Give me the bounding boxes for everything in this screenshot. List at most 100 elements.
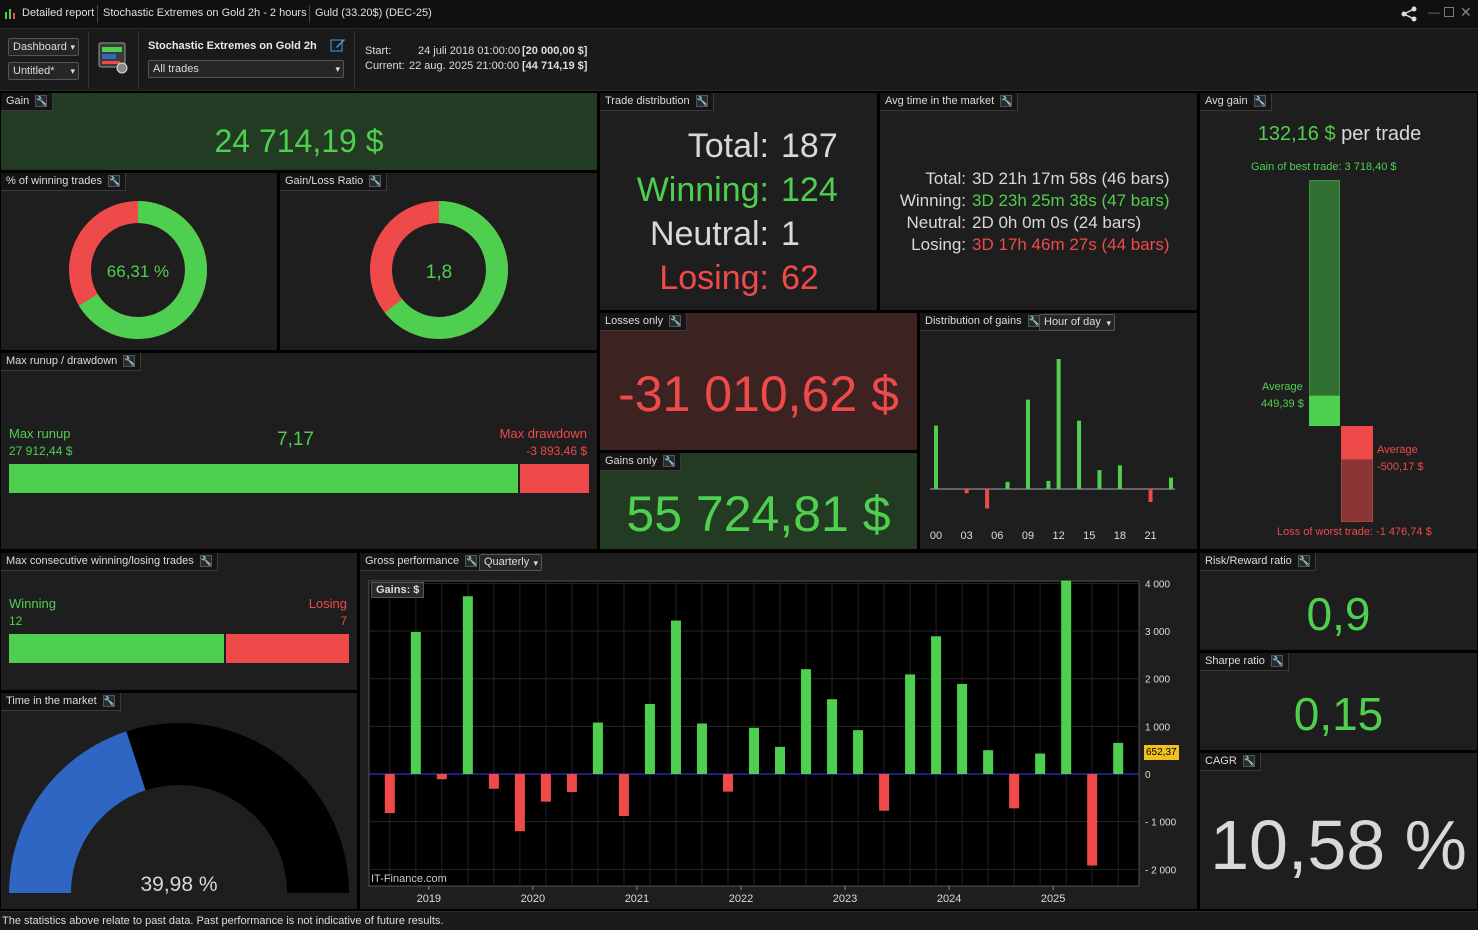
quarter-bar <box>1035 753 1046 775</box>
strategy-tab[interactable]: Stochastic Extremes on Gold 2h - 2 hours <box>103 7 307 19</box>
dist-x-tick: 06 <box>991 530 1003 542</box>
dist-bar <box>1097 470 1102 489</box>
quarter-bar <box>1087 774 1098 866</box>
toolbar: Dashboard ▾ Untitled* ▾ Stochastic Extreme… <box>0 29 1478 91</box>
wrench-icon[interactable]: 🔧 <box>1253 95 1266 107</box>
period-select[interactable]: Quarterly ▾ <box>479 554 542 571</box>
panel-label: Max runup / drawdown 🔧 <box>1 353 142 371</box>
footer-disclaimer: The statistics above relate to past data… <box>0 911 1478 930</box>
y-tick-label: - 2 000 <box>1145 865 1177 876</box>
panel-label: Trade distribution 🔧 <box>600 93 714 111</box>
cagr-panel: CAGR 🔧 10,58 % <box>1199 752 1478 910</box>
quarter-bar <box>488 774 499 789</box>
strategy-name: Stochastic Extremes on Gold 2h <box>148 40 317 52</box>
wrench-icon[interactable]: 🔧 <box>199 555 212 567</box>
wrench-icon[interactable]: 🔧 <box>662 455 676 467</box>
gross-performance-panel: Gross performance 🔧 Quarterly ▾ 4 000 3 000… <box>359 552 1198 910</box>
dist-mode-select[interactable]: Hour of day ▾ <box>1039 314 1115 331</box>
total-trades-key: Total: <box>687 127 769 165</box>
x-tick-label: 2022 <box>729 893 753 905</box>
close-icon[interactable]: ✕ <box>1460 4 1472 20</box>
avg-win-bar <box>1309 396 1340 426</box>
dist-bar <box>1117 465 1122 489</box>
dist-bar <box>1005 481 1010 489</box>
strategy-settings-icon[interactable] <box>98 41 130 75</box>
avg-gain-value: 132,16 $ <box>1257 123 1336 145</box>
wrench-icon[interactable]: 🔧 <box>1000 95 1013 107</box>
view-select[interactable]: Dashboard ▾ <box>8 38 79 56</box>
avg-time-losing-key: Losing: <box>911 235 966 254</box>
edit-icon[interactable] <box>330 37 346 53</box>
x-tick-label: 2025 <box>1041 893 1065 905</box>
wrench-icon[interactable]: 🔧 <box>102 695 115 707</box>
start-capital: [20 000,00 $] <box>522 45 588 57</box>
drawdown-value: -3 893,46 $ <box>526 444 587 458</box>
wrench-icon[interactable]: 🔧 <box>669 315 682 327</box>
quarter-bar <box>827 699 838 775</box>
neutral-trades-key: Neutral: <box>649 215 769 253</box>
minimize-icon[interactable]: — <box>1428 5 1440 19</box>
y-tick-label: 0 <box>1145 770 1151 781</box>
panel-label: Gain 🔧 <box>1 93 54 111</box>
wrench-icon[interactable]: 🔧 <box>1242 755 1255 767</box>
dist-bar <box>1077 420 1082 489</box>
share-icon[interactable] <box>1400 6 1418 22</box>
best-trade-bar <box>1309 180 1340 396</box>
total-trades-value: 187 <box>781 127 838 165</box>
avg-time-total-key: Total: <box>925 169 966 188</box>
quarter-bar <box>983 750 994 775</box>
x-tick-label: 2021 <box>625 893 649 905</box>
avg-time-panel: Avg time in the market 🔧 Total: 3D 21h 17… <box>879 92 1198 311</box>
quarter-bar <box>801 669 812 775</box>
dist-x-tick: 12 <box>1052 530 1064 542</box>
wrench-icon[interactable]: 🔧 <box>108 175 121 187</box>
worst-trade-bar <box>1341 459 1373 522</box>
gain-panel: Gain 🔧 24 714,19 $ <box>0 92 598 171</box>
cagr-value: 10,58 % <box>1210 806 1467 884</box>
wrench-icon[interactable]: 🔧 <box>35 95 48 107</box>
panel-label: Avg time in the market 🔧 <box>880 93 1019 111</box>
wrench-icon[interactable]: 🔧 <box>123 355 136 367</box>
winning-trades-key: Winning: <box>636 171 769 209</box>
quarter-bar <box>670 620 681 775</box>
gain-loss-donut <box>370 201 508 339</box>
quarter-bar <box>853 730 864 775</box>
trades-filter-select[interactable]: All trades ▾ <box>148 60 344 78</box>
gain-loss-value: 1,8 <box>425 262 453 283</box>
title-bar: Detailed report Stochastic Extremes on G… <box>0 0 1478 29</box>
consecutive-winning-bar <box>9 634 224 663</box>
wrench-icon[interactable]: 🔧 <box>1297 555 1311 567</box>
panel-label: Distribution of gains 🔧 <box>920 313 1046 331</box>
panel-label: % of winning trades 🔧 <box>1 173 126 191</box>
avg-time-total-value: 3D 21h 17m 58s (46 bars) <box>972 169 1170 188</box>
x-tick-label: 2020 <box>521 893 545 905</box>
dist-bar <box>985 489 990 509</box>
quarter-bar <box>514 774 525 832</box>
risk-reward-value: 0,9 <box>1306 588 1371 640</box>
wrench-icon[interactable]: 🔧 <box>465 555 478 567</box>
wrench-icon[interactable]: 🔧 <box>369 175 382 187</box>
quarter-bar <box>722 774 733 792</box>
panel-label: Sharpe ratio 🔧 <box>1200 653 1289 671</box>
dist-bar <box>1169 477 1173 489</box>
runup-label: Max runup <box>9 426 71 441</box>
maximize-icon[interactable] <box>1444 7 1454 17</box>
wrench-icon[interactable]: 🔧 <box>1270 655 1284 667</box>
runup-bar <box>9 464 518 493</box>
avg-time-neutral-key: Neutral: <box>906 213 966 232</box>
dist-x-tick: 00 <box>930 530 942 542</box>
wrench-icon[interactable]: 🔧 <box>695 95 708 107</box>
avg-time-winning-key: Winning: <box>899 191 966 210</box>
current-date: 22 aug. 2025 21:00:00 <box>409 60 520 72</box>
dist-bar <box>1025 399 1030 489</box>
instrument-tab[interactable]: Guld (33.20$) (DEC-25) <box>315 7 432 19</box>
layout-select[interactable]: Untitled* ▾ <box>8 62 79 80</box>
max-consecutive-panel: Max consecutive winning/losing trades 🔧 W… <box>0 552 358 691</box>
avg-time-neutral-value: 2D 0h 0m 0s (24 bars) <box>972 213 1142 232</box>
y-tick-label: 1 000 <box>1145 722 1170 733</box>
panel-label: Avg gain 🔧 <box>1200 93 1272 111</box>
donut-gain-arc <box>370 201 508 339</box>
panel-label: Losses only 🔧 <box>600 313 688 331</box>
avg-loss-label: Average <box>1377 444 1418 456</box>
panel-label: CAGR 🔧 <box>1200 753 1261 771</box>
